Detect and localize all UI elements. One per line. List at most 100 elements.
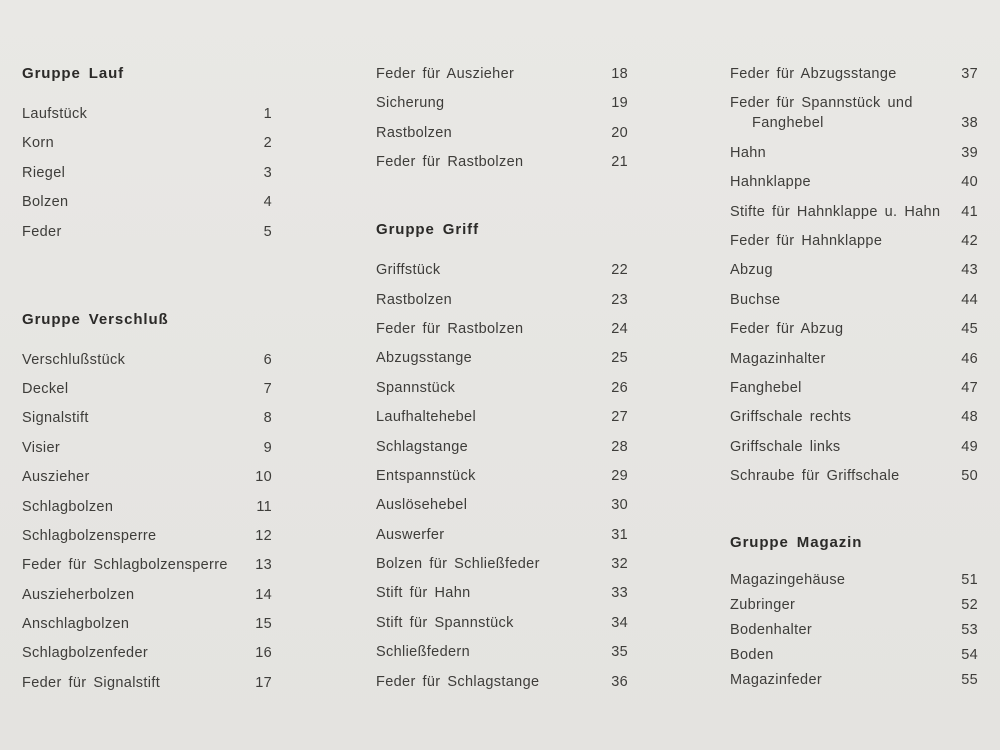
part-row: Feder für Abzug 45	[730, 319, 978, 339]
part-row: Feder für Spannstück und Fanghebel 38	[730, 93, 978, 133]
part-row: Hahnklappe 40	[730, 172, 978, 192]
group-heading: Gruppe Griff	[376, 221, 479, 239]
part-name: Bodenhalter	[730, 622, 813, 639]
part-number: 4	[263, 194, 272, 211]
part-number: 46	[961, 350, 978, 367]
part-row: Schlagbolzen 11	[22, 497, 272, 517]
part-number: 40	[961, 174, 978, 191]
part-row: Korn 2	[22, 133, 272, 153]
part-number: 38	[961, 115, 978, 132]
part-name: Auswerfer	[376, 526, 445, 543]
part-name: Laufstück	[22, 106, 88, 122]
part-row: Feder für Rastbolzen 24	[376, 319, 628, 339]
part-name: Rastbolzen	[376, 291, 453, 308]
part-number: 9	[263, 439, 272, 456]
part-name: Feder für Signalstift	[22, 674, 161, 691]
part-name: Schlagbolzenfeder	[22, 645, 149, 662]
part-number: 5	[263, 223, 272, 240]
part-row: Laufstück 1	[22, 104, 272, 124]
part-row: Feder 5	[22, 222, 272, 242]
part-number: 29	[611, 467, 628, 484]
part-row: Signalstift 8	[22, 408, 272, 428]
part-row: Visier 9	[22, 438, 272, 458]
part-name: Deckel	[22, 380, 69, 397]
part-row: Rastbolzen 23	[376, 290, 628, 310]
part-number: 28	[611, 438, 628, 455]
parts-group: Gruppe Verschluß Verschlußstück 6 Deckel 7 Si…	[22, 310, 272, 693]
part-name: Stifte für Hahnklappe u. Hahn	[730, 203, 941, 220]
part-number: 30	[611, 497, 628, 514]
part-number: 36	[611, 673, 628, 690]
part-row: Fanghebel 47	[730, 378, 978, 398]
part-row: Boden 54	[730, 645, 978, 665]
column-1: Gruppe Lauf Laufstück 1 Korn 2 Riegel 3 Bolzen 4…	[22, 64, 272, 693]
part-number: 27	[611, 409, 628, 426]
part-number: 14	[255, 586, 272, 603]
group-heading: Gruppe Lauf	[22, 65, 125, 82]
part-number: 43	[961, 262, 978, 279]
part-number: 50	[961, 468, 978, 485]
part-name: Abzug	[730, 262, 773, 279]
part-name: Abzugsstange	[376, 350, 473, 367]
part-row: Magazinfeder 55	[730, 670, 978, 690]
part-row: Riegel 3	[22, 163, 272, 183]
part-number: 45	[961, 321, 978, 338]
part-name: Feder für Schlagstange	[376, 673, 540, 690]
part-number: 33	[611, 585, 628, 602]
part-row: Feder für Rastbolzen 21	[376, 152, 628, 172]
part-number: 26	[611, 379, 628, 396]
part-name: Magazingehäuse	[730, 572, 846, 589]
part-name: Feder für Abzug	[730, 321, 844, 338]
part-name: Buchse	[730, 291, 781, 308]
part-name: Stift für Hahn	[376, 585, 471, 602]
part-name: Anschlagbolzen	[22, 616, 130, 633]
part-name: Entspannstück	[376, 467, 476, 484]
part-name: Sicherung	[376, 95, 445, 112]
part-row: Stift für Hahn 33	[376, 583, 628, 603]
part-number: 3	[263, 164, 272, 181]
part-number: 8	[263, 410, 272, 427]
part-row: Rastbolzen 20	[376, 123, 628, 143]
parts-group: Feder für Abzugsstange 37 Feder für Spanns…	[730, 64, 978, 486]
part-number: 51	[961, 572, 978, 589]
part-row: Bolzen für Schließfeder 32	[376, 554, 628, 574]
part-number: 35	[611, 644, 628, 661]
part-name: Hahnklappe	[730, 174, 811, 191]
part-name: Bolzen	[22, 194, 69, 211]
part-number: 25	[611, 350, 628, 367]
part-number: 11	[256, 498, 272, 515]
part-name: Feder für Spannstück und Fanghebel	[730, 95, 913, 132]
part-number: 49	[961, 438, 978, 455]
part-number: 47	[961, 379, 978, 396]
part-row: Buchse 44	[730, 290, 978, 310]
part-name: Auslösehebel	[376, 497, 468, 514]
part-row: Feder für Signalstift 17	[22, 673, 272, 693]
part-name: Auszieher	[22, 469, 90, 486]
part-name: Schlagstange	[376, 438, 469, 455]
part-name: Magazinfeder	[730, 672, 823, 689]
part-name: Visier	[22, 439, 61, 456]
part-number: 17	[255, 674, 272, 691]
part-name: Korn	[22, 135, 55, 152]
part-name: Fanghebel	[730, 379, 802, 396]
part-number: 6	[263, 351, 272, 368]
part-name: Magazinhalter	[730, 350, 826, 367]
part-name: Spannstück	[376, 379, 456, 396]
part-row: Magazinhalter 46	[730, 349, 978, 369]
part-name: Schlagbolzensperre	[22, 527, 157, 544]
parts-group: Gruppe Lauf Laufstück 1 Korn 2 Riegel 3 Bolzen 4…	[22, 64, 272, 242]
part-row: Abzug 43	[730, 260, 978, 280]
part-name: Feder für Schlagbolzensperre	[22, 557, 228, 574]
part-row: Feder für Auszieher 18	[376, 64, 628, 84]
part-number: 1	[263, 106, 272, 122]
part-number: 22	[611, 262, 628, 279]
parts-group: Gruppe Magazin Magazingehäuse 51 Zubringer 5…	[730, 533, 978, 690]
part-number: 52	[961, 597, 978, 614]
group-heading: Gruppe Verschluß	[22, 310, 169, 328]
part-name: Schlagbolzen	[22, 498, 114, 515]
part-number: 24	[611, 320, 628, 337]
part-number: 21	[611, 154, 628, 171]
part-name: Bolzen für Schließfeder	[376, 556, 540, 573]
part-row: Zubringer 52	[730, 595, 978, 615]
